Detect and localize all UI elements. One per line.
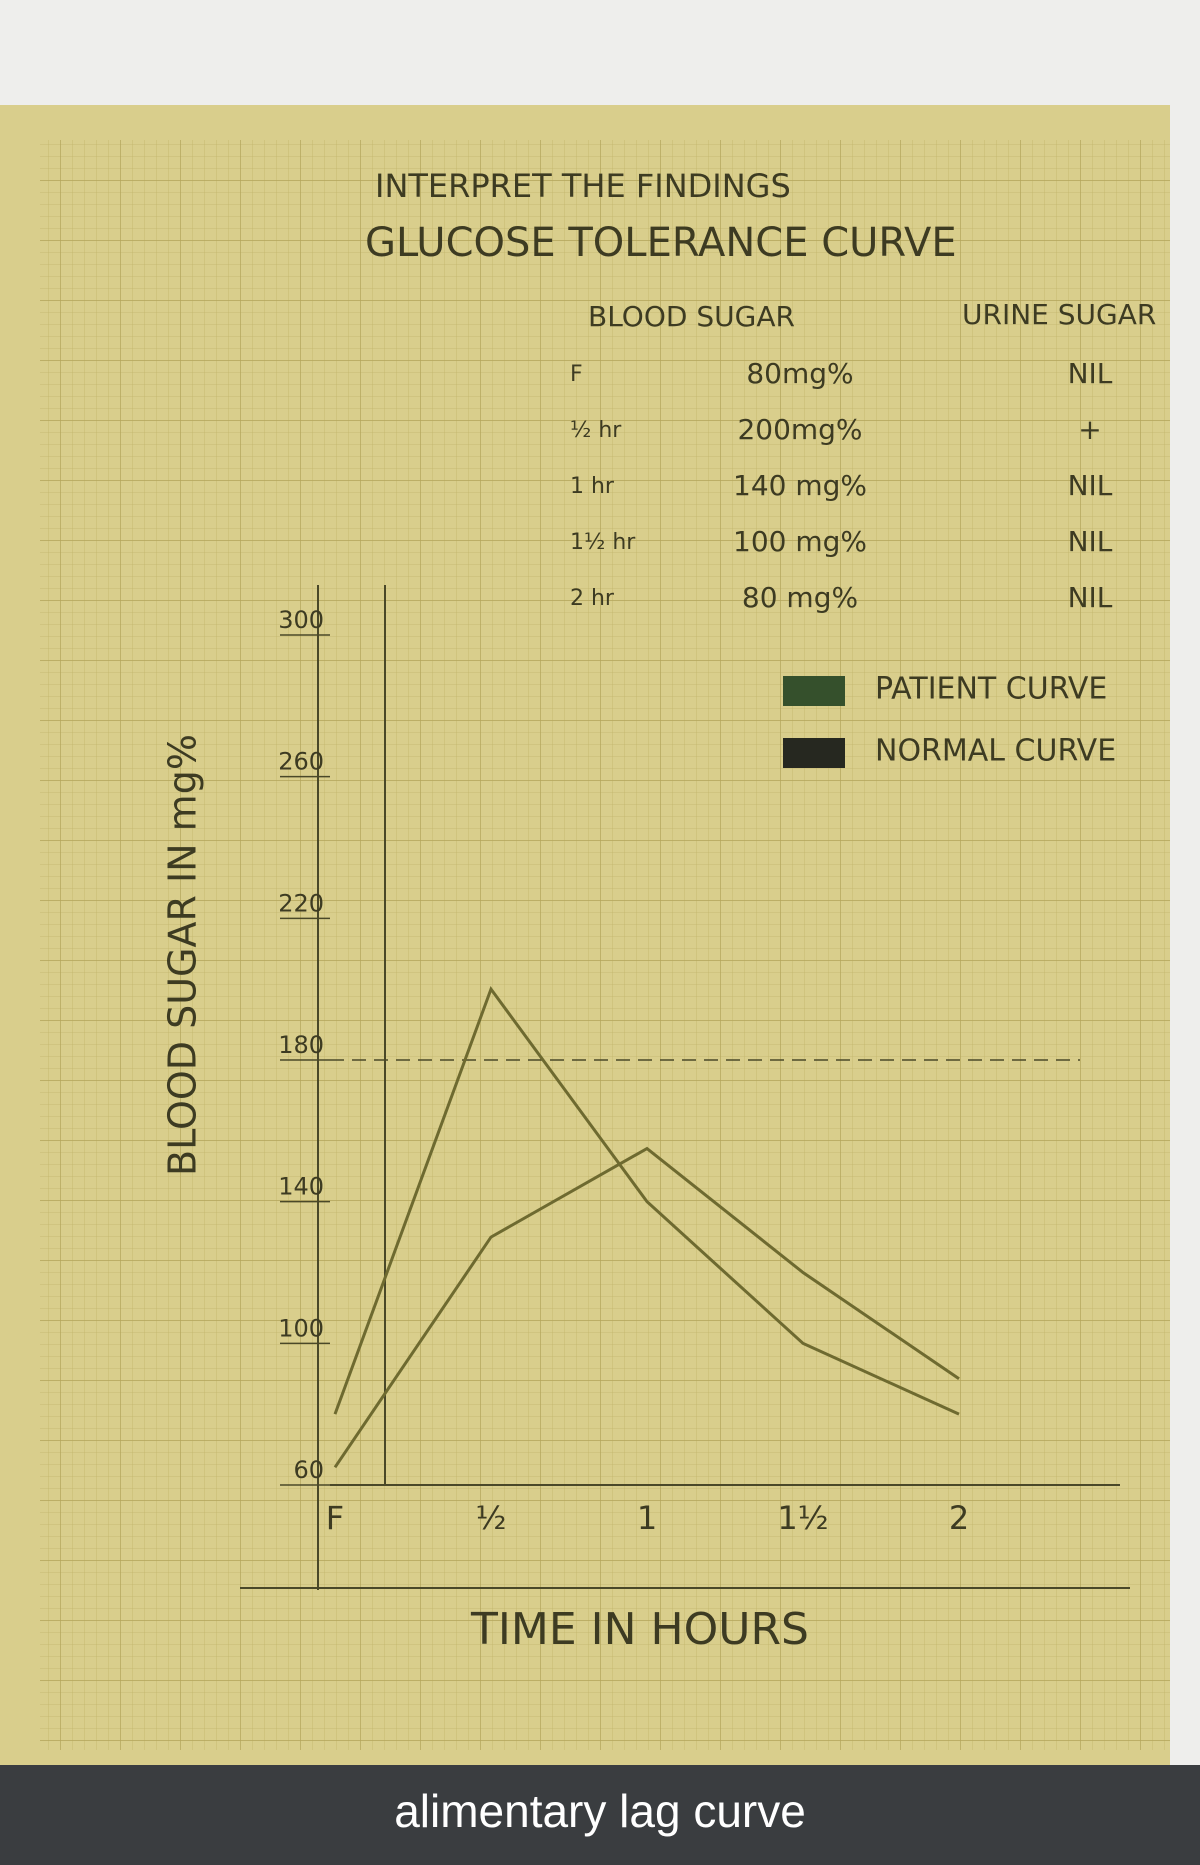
table-cell: 100 mg% bbox=[733, 525, 867, 558]
legend-swatch bbox=[783, 738, 845, 768]
table-cell: 80 mg% bbox=[742, 581, 858, 614]
x-axis-label: TIME IN HOURS bbox=[470, 1604, 809, 1655]
x-tick-label: ½ bbox=[475, 1499, 506, 1537]
legend-label: PATIENT CURVE bbox=[875, 672, 1107, 707]
caption: alimentary lag curve bbox=[394, 1785, 806, 1837]
graph-grid bbox=[40, 140, 1170, 1750]
table-cell: ½ hr bbox=[570, 418, 622, 443]
legend-swatch bbox=[783, 676, 845, 706]
table-cell: 140 mg% bbox=[733, 469, 867, 502]
y-tick-label: 60 bbox=[293, 1456, 324, 1484]
y-axis-label: BLOOD SUGAR IN mg% bbox=[161, 734, 205, 1176]
table-cell: 200mg% bbox=[737, 413, 862, 446]
legend-label: NORMAL CURVE bbox=[875, 734, 1116, 769]
table-cell: NIL bbox=[1068, 525, 1113, 558]
chart-title: GLUCOSE TOLERANCE CURVE bbox=[365, 220, 957, 266]
x-tick-label: 1 bbox=[637, 1499, 657, 1537]
frame bbox=[240, 585, 1130, 1590]
series-line bbox=[333, 1146, 960, 1469]
table-cell: NIL bbox=[1068, 357, 1113, 390]
table-cell: 1 hr bbox=[570, 474, 615, 499]
table-header: BLOOD SUGAR bbox=[588, 300, 795, 333]
table-cell: NIL bbox=[1068, 581, 1113, 614]
y-tick-label: 260 bbox=[278, 748, 324, 776]
x-tick-label: 1½ bbox=[777, 1499, 828, 1537]
table-cell: + bbox=[1078, 413, 1101, 446]
y-tick-label: 180 bbox=[278, 1031, 324, 1059]
y-tick-label: 220 bbox=[278, 889, 324, 917]
y-tick-label: 100 bbox=[278, 1314, 324, 1342]
x-tick-label: F bbox=[326, 1499, 344, 1537]
title-group: INTERPRET THE FINDINGS GLUCOSE TOLERANCE… bbox=[365, 167, 957, 266]
table-cell: 2 hr bbox=[570, 586, 615, 611]
table-header: URINE SUGAR bbox=[962, 298, 1156, 331]
table-cell: F bbox=[570, 362, 583, 387]
table-cell: 80mg% bbox=[746, 357, 853, 390]
caption-bar bbox=[0, 1765, 1200, 1865]
series-line bbox=[333, 986, 960, 1416]
table-cell: 1½ hr bbox=[570, 530, 636, 555]
x-tick-label: 2 bbox=[949, 1499, 969, 1537]
y-tick-label: 300 bbox=[278, 606, 324, 634]
chart-title: INTERPRET THE FINDINGS bbox=[375, 167, 791, 205]
y-tick-label: 140 bbox=[278, 1173, 324, 1201]
table-cell: NIL bbox=[1068, 469, 1113, 502]
